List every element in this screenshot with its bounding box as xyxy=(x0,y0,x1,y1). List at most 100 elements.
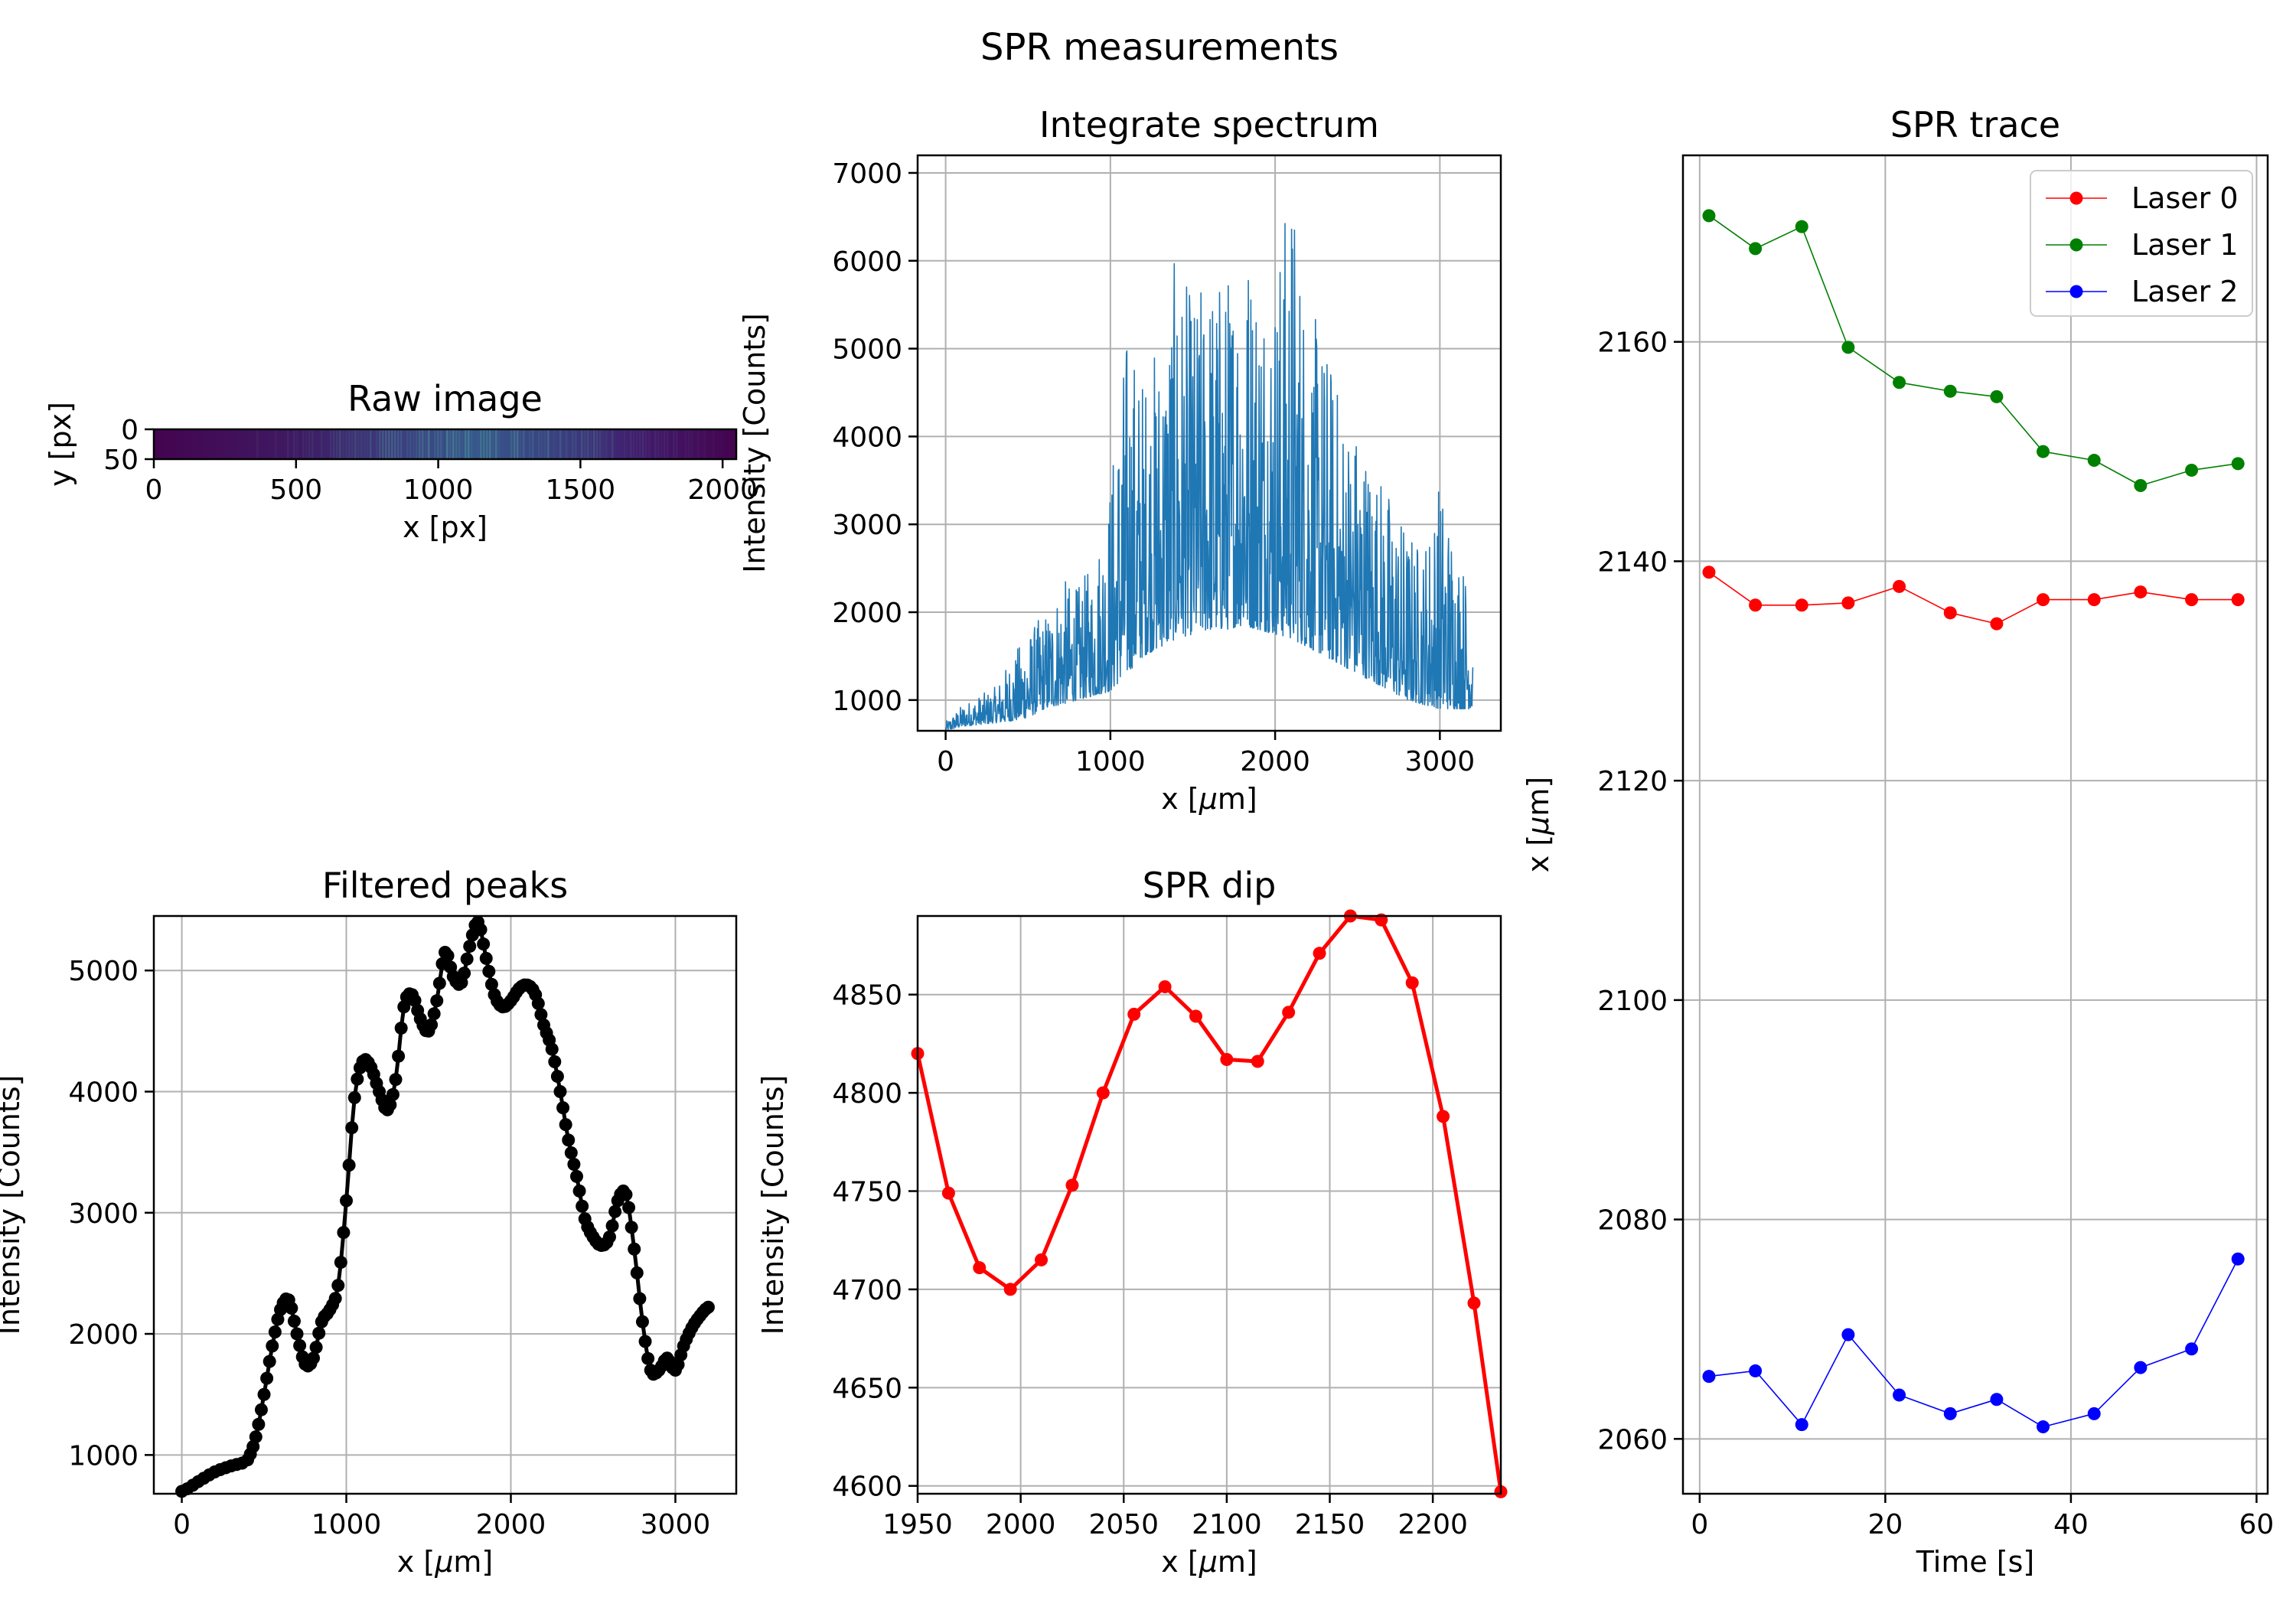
raw-image-stripe xyxy=(461,429,464,459)
raw-image-stripe xyxy=(311,429,314,459)
filtered-peaks-point xyxy=(392,1049,406,1063)
raw-image-stripe xyxy=(308,429,311,459)
filtered-peaks-point xyxy=(545,1042,559,1056)
spr-dip-point xyxy=(973,1261,987,1275)
spr_dip-xtick-label: 2000 xyxy=(986,1509,1056,1540)
integrate_spectrum-ytick-label: 6000 xyxy=(832,246,902,278)
raw-image-stripe xyxy=(657,429,660,459)
raw-image-stripe xyxy=(581,429,583,459)
filtered-peaks-point xyxy=(474,923,488,937)
filtered_peaks-ytick-label: 2000 xyxy=(68,1319,139,1351)
integrate_spectrum-xtick-label: 3000 xyxy=(1405,746,1476,777)
filtered-peaks-point xyxy=(608,1204,622,1218)
spr_dip-ytick-label: 4800 xyxy=(832,1078,902,1110)
filtered-peaks-point xyxy=(334,1256,347,1270)
spr-dip-point xyxy=(1065,1178,1079,1192)
filtered-peaks-point xyxy=(553,1085,567,1099)
raw-image-stripe xyxy=(633,429,635,459)
raw-image-stripe xyxy=(547,429,550,459)
raw-image-stripe xyxy=(397,429,400,459)
filtered-peaks-point xyxy=(602,1230,616,1244)
spr_trace-xtick-label: 60 xyxy=(2239,1509,2275,1540)
raw-image-stripe xyxy=(305,429,308,459)
raw-image-stripe xyxy=(520,429,522,459)
filtered-peaks-point xyxy=(460,952,474,966)
raw-image-stripe xyxy=(455,429,458,459)
raw-image-stripe xyxy=(477,429,479,459)
raw-image-stripe xyxy=(437,429,439,459)
spr_trace-axes-frame xyxy=(1681,154,2269,1495)
filtered_peaks-xtick-label: 1000 xyxy=(311,1509,382,1540)
filtered-peaks-point xyxy=(257,1387,271,1401)
raw-image-stripe xyxy=(321,429,323,459)
raw-image-stripe xyxy=(440,429,442,459)
raw-image-stripe xyxy=(406,429,409,459)
spr-trace-point xyxy=(1702,209,1716,223)
integrate_spectrum-xtick-label: 1000 xyxy=(1075,746,1146,777)
spr_dip-ytick-label: 4750 xyxy=(832,1177,902,1208)
filtered_peaks-ytick-label: 4000 xyxy=(68,1077,139,1109)
raw-image-stripe xyxy=(376,429,378,459)
raw-image-heatmap xyxy=(154,429,736,459)
raw-image-stripe xyxy=(449,429,452,459)
filtered-peaks-point xyxy=(342,1159,356,1172)
raw-image-stripe xyxy=(434,429,436,459)
raw-image-stripe xyxy=(612,429,614,459)
integrate_spectrum-ytick-label: 5000 xyxy=(832,334,902,366)
raw-image-stripe xyxy=(367,429,369,459)
raw-image-stripe xyxy=(489,429,491,459)
filtered-peaks-point xyxy=(249,1430,263,1444)
raw-image-stripe xyxy=(685,429,687,459)
raw-image-stripe xyxy=(602,429,605,459)
raw-image-stripe xyxy=(673,429,675,459)
integrate_spectrum-xlabel: x [μm] xyxy=(1161,782,1257,816)
spr-dip-point xyxy=(1220,1052,1234,1066)
spr-dip-markers xyxy=(911,909,1508,1498)
filtered-peaks-point xyxy=(427,1007,441,1021)
raw-image-stripe xyxy=(471,429,473,459)
filtered-peaks-point xyxy=(562,1133,576,1147)
filtered-peaks-point xyxy=(268,1325,282,1339)
spr_dip-xlabel: x [μm] xyxy=(1161,1545,1257,1579)
filtered-peaks-point xyxy=(397,1000,411,1014)
filtered-peaks-point xyxy=(441,949,455,963)
filtered-peaks-point xyxy=(309,1341,323,1354)
spr_dip-plot-area xyxy=(911,909,1508,1498)
filtered_peaks-grid xyxy=(154,916,736,1494)
filtered-peaks-point xyxy=(266,1339,279,1353)
legend-swatch-marker xyxy=(2069,285,2083,298)
spr_dip-xtick-label: 2150 xyxy=(1295,1509,1365,1540)
integrate_spectrum-xtick-label: 2000 xyxy=(1240,746,1310,777)
raw-image-stripe xyxy=(593,429,595,459)
spr_trace-xtick-label: 40 xyxy=(2053,1509,2089,1540)
raw-image-stripe xyxy=(514,429,516,459)
raw-image-stripe xyxy=(664,429,666,459)
raw-image-stripe xyxy=(458,429,461,459)
spr-dip-point xyxy=(1467,1296,1481,1310)
raw-image-stripe xyxy=(428,429,430,459)
filtered_peaks-ytick-label: 3000 xyxy=(68,1198,139,1230)
spectrum-line xyxy=(944,223,1474,731)
raw-image-stripe xyxy=(510,429,513,459)
filtered-peaks-markers xyxy=(175,915,715,1498)
filtered-peaks-point xyxy=(408,994,422,1008)
raw-image-stripe xyxy=(256,429,259,459)
raw-image-stripe xyxy=(572,429,574,459)
filtered-peaks-point xyxy=(548,1055,562,1069)
raw-image-stripe xyxy=(348,429,351,459)
raw-image-stripe xyxy=(599,429,602,459)
spr-dip-point xyxy=(941,1186,955,1200)
raw-image-stripe xyxy=(688,429,690,459)
spr-trace-point xyxy=(1702,566,1716,579)
raw_image-xtick-label: 1000 xyxy=(403,474,474,506)
filtered_peaks-ytick-label: 1000 xyxy=(68,1440,139,1472)
filtered-peaks-point xyxy=(463,940,477,953)
integrate_spectrum-title: Integrate spectrum xyxy=(1039,104,1379,145)
filtered_peaks-xlabel: x [μm] xyxy=(397,1545,493,1579)
filtered-peaks-point xyxy=(534,1008,548,1022)
raw-image-stripe xyxy=(642,429,644,459)
raw_image-xtick-label: 2000 xyxy=(687,474,758,506)
filtered-peaks-point xyxy=(285,1301,298,1315)
raw-image-stripes xyxy=(256,429,715,459)
